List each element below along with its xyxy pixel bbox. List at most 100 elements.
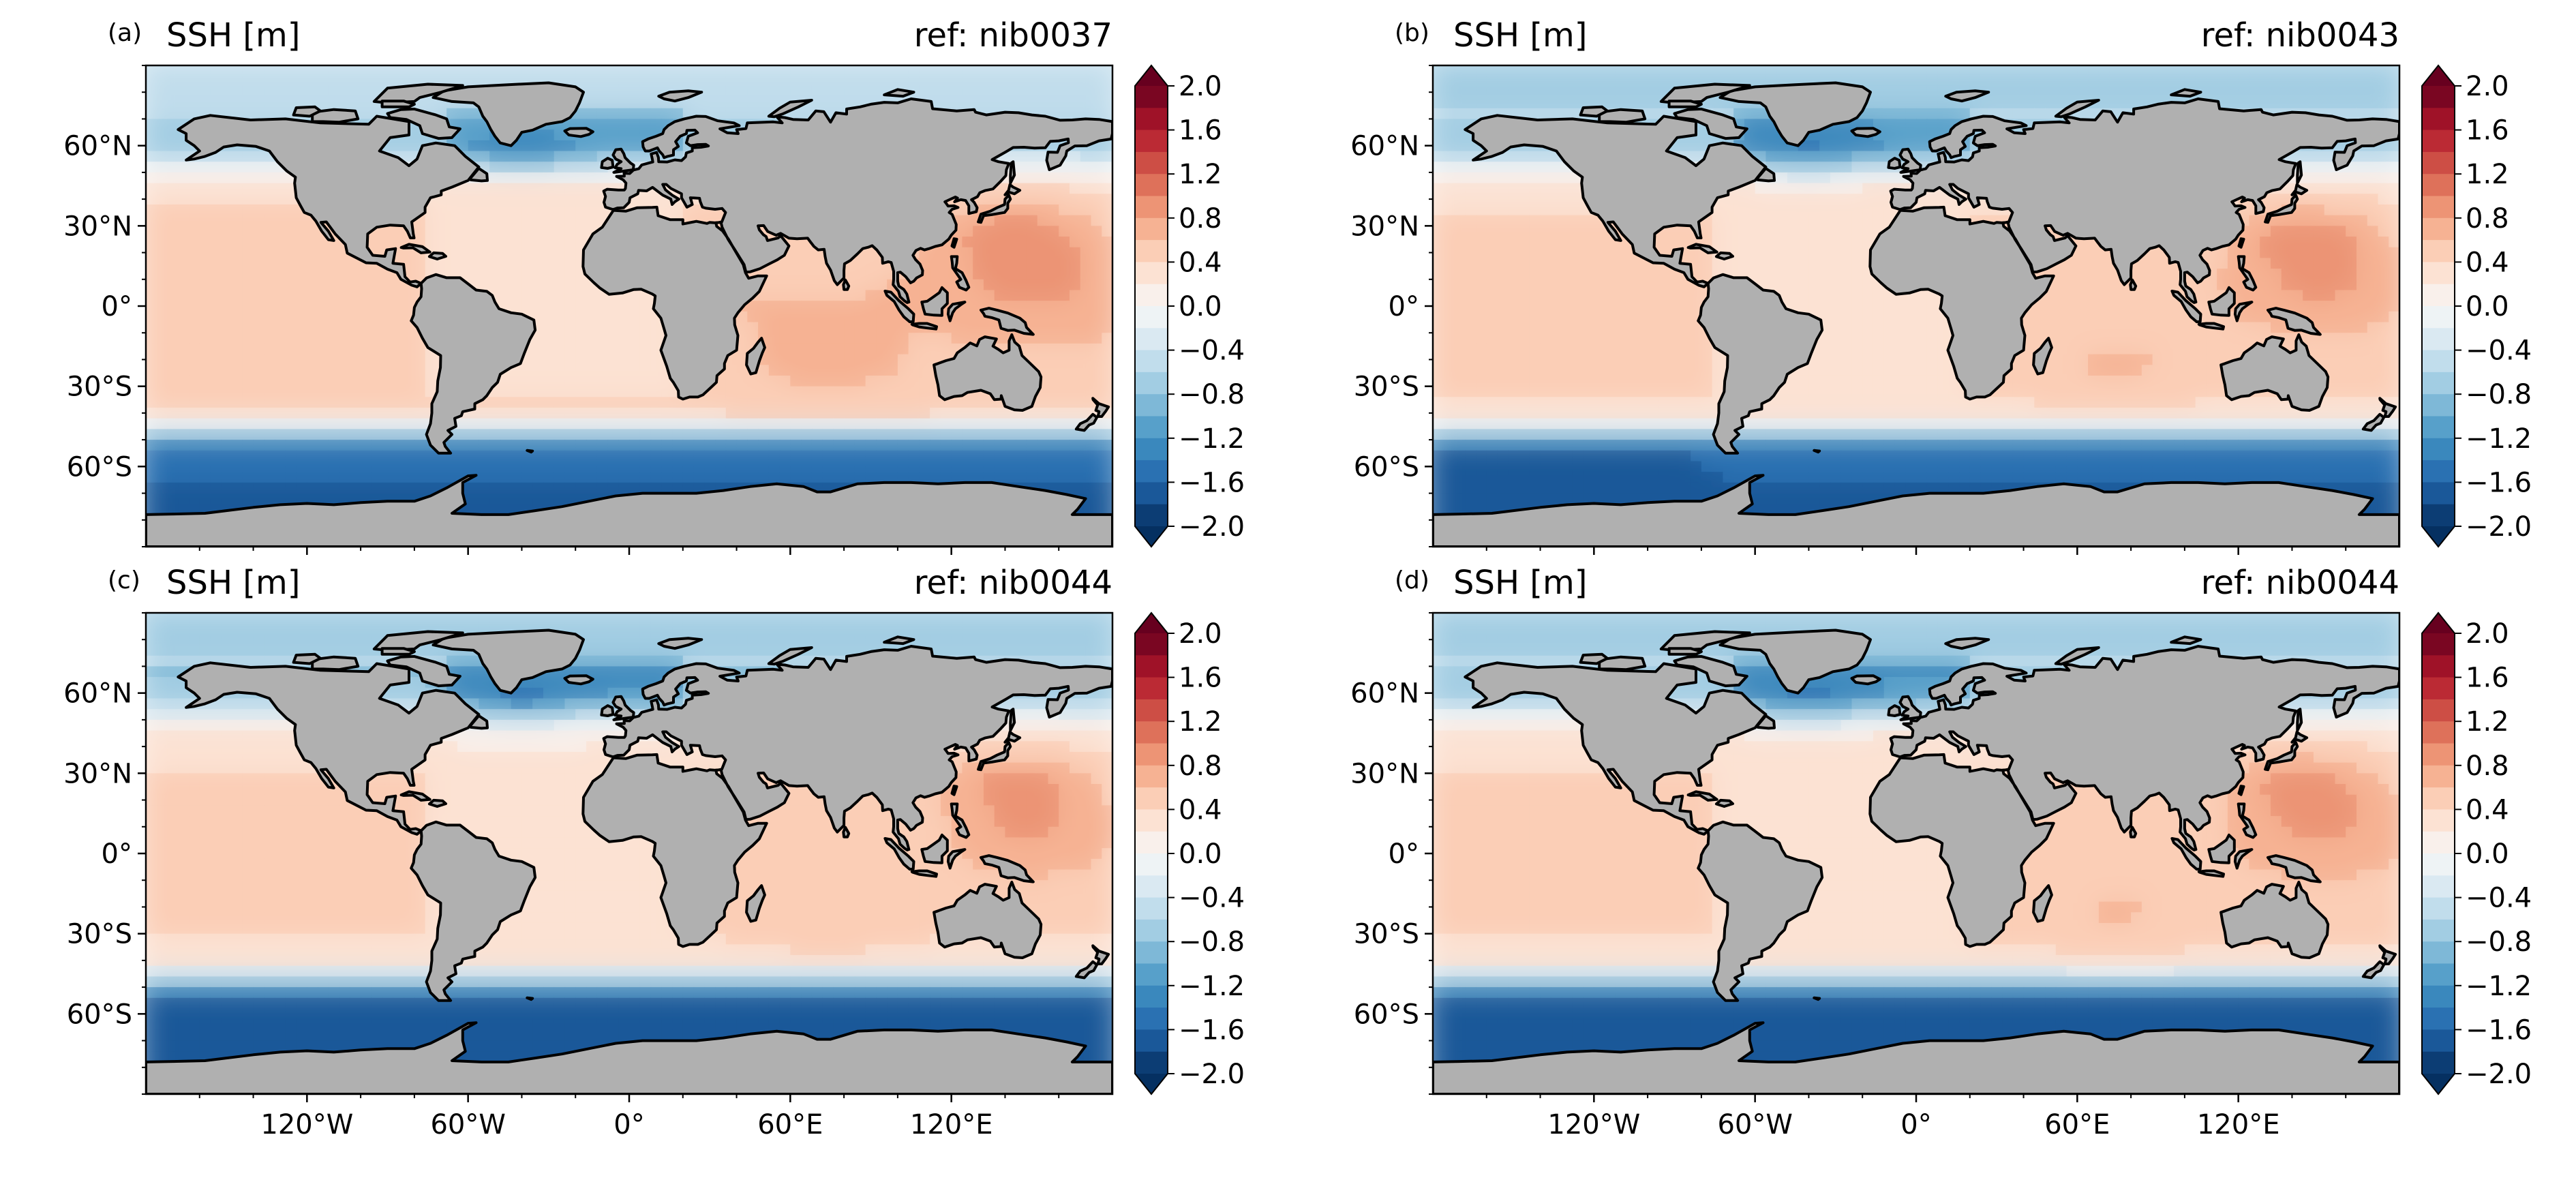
ssh-cell: [242, 87, 254, 98]
ssh-cell: [919, 87, 930, 98]
ssh-cell: [361, 108, 372, 120]
ssh-cell: [543, 140, 555, 152]
ssh-cell: [189, 65, 200, 77]
ssh-cell: [156, 97, 168, 109]
ssh-cell: [1048, 76, 1059, 87]
ssh-cell: [758, 76, 770, 87]
ssh-cell: [156, 151, 168, 162]
ssh-cell: [178, 108, 190, 120]
ssh-cell: [253, 108, 264, 120]
ssh-cell: [543, 172, 555, 184]
ssh-cell: [768, 97, 781, 109]
ssh-cell: [1026, 87, 1038, 98]
ssh-cell: [361, 87, 372, 98]
ssh-cell: [725, 65, 738, 77]
ssh-cell: [1069, 87, 1081, 98]
ssh-cell: [554, 140, 566, 152]
ssh-cell: [167, 172, 179, 184]
ssh-cell: [973, 87, 984, 98]
ssh-cell: [1091, 151, 1102, 162]
ssh-cell: [350, 76, 361, 87]
ssh-cell: [543, 162, 555, 173]
ssh-cell: [404, 151, 415, 162]
ssh-cell: [1069, 97, 1081, 109]
ssh-cell: [210, 162, 222, 173]
ssh-cell: [747, 76, 759, 87]
ssh-cell: [167, 162, 179, 173]
ssh-cell: [1091, 87, 1102, 98]
ssh-cell: [607, 87, 619, 98]
ssh-cell: [1091, 108, 1102, 120]
ssh-cell: [543, 151, 555, 162]
ssh-cell: [1091, 162, 1102, 173]
ssh-cell: [876, 65, 888, 77]
ssh-cell: [242, 97, 254, 109]
ssh-cell: [908, 65, 920, 77]
ssh-cell: [833, 76, 845, 87]
ssh-cell: [253, 87, 264, 98]
ssh-cell: [672, 65, 684, 77]
ssh-cell: [876, 76, 888, 87]
ssh-cell: [854, 76, 866, 87]
ssh-cell: [629, 97, 641, 109]
ssh-cell: [1037, 87, 1049, 98]
ssh-cell: [521, 172, 533, 184]
ssh-cell: [328, 65, 340, 77]
ssh-cell: [639, 151, 652, 162]
ssh-cell: [833, 97, 845, 109]
ssh-cell: [1026, 162, 1038, 173]
ssh-cell: [672, 108, 684, 120]
ssh-cell: [511, 65, 523, 77]
ssh-cell: [661, 65, 673, 77]
ssh-cell: [361, 65, 372, 77]
ssh-cell: [983, 97, 995, 109]
ssh-cell: [661, 76, 673, 87]
ssh-cell: [736, 87, 748, 98]
ssh-cell: [629, 151, 641, 162]
ssh-cell: [554, 162, 566, 173]
ssh-cell: [575, 172, 587, 184]
ssh-cell: [404, 65, 415, 77]
ssh-cell: [693, 65, 705, 77]
ssh-cell: [639, 76, 652, 87]
ssh-cell: [167, 151, 179, 162]
ssh-cell: [919, 76, 930, 87]
ssh-cell: [887, 65, 898, 77]
ssh-cell: [275, 65, 286, 77]
ssh-cell: [725, 108, 738, 120]
ssh-cell: [318, 97, 329, 109]
ssh-cell: [500, 151, 512, 162]
ssh-cell: [1080, 65, 1092, 77]
panel-a: 60°N30°N0°30°S60°S(a) SSH [m] ref: nib0037…: [63, 16, 1245, 555]
ssh-cell: [199, 172, 211, 184]
ssh-cell: [350, 97, 361, 109]
ssh-cell: [221, 87, 232, 98]
ssh-cell: [178, 87, 190, 98]
ssh-cell: [210, 65, 222, 77]
ssh-cell: [962, 65, 973, 77]
ssh-cell: [768, 65, 781, 77]
ssh-cell: [167, 108, 179, 120]
ssh-cell: [607, 119, 619, 130]
ssh-cell: [994, 76, 1006, 87]
ssh-cell: [736, 76, 748, 87]
ssh-cell: [822, 97, 834, 109]
ssh-cell: [167, 97, 179, 109]
ssh-cell: [704, 65, 716, 77]
ssh-cell: [1005, 97, 1016, 109]
ssh-cell: [178, 172, 190, 184]
ssh-cell: [500, 65, 512, 77]
ssh-cell: [596, 65, 609, 77]
ssh-cell: [930, 76, 941, 87]
ssh-cell: [264, 87, 275, 98]
ssh-cell: [253, 65, 264, 77]
ssh-cell: [318, 87, 329, 98]
ssh-cell: [564, 162, 576, 173]
ssh-cell: [575, 65, 587, 77]
ssh-cell: [779, 65, 791, 77]
ssh-cell: [822, 65, 834, 77]
ssh-cell: [479, 140, 490, 152]
ssh-cell: [629, 108, 641, 120]
ssh-cell: [285, 65, 297, 77]
ssh-cell: [564, 151, 576, 162]
